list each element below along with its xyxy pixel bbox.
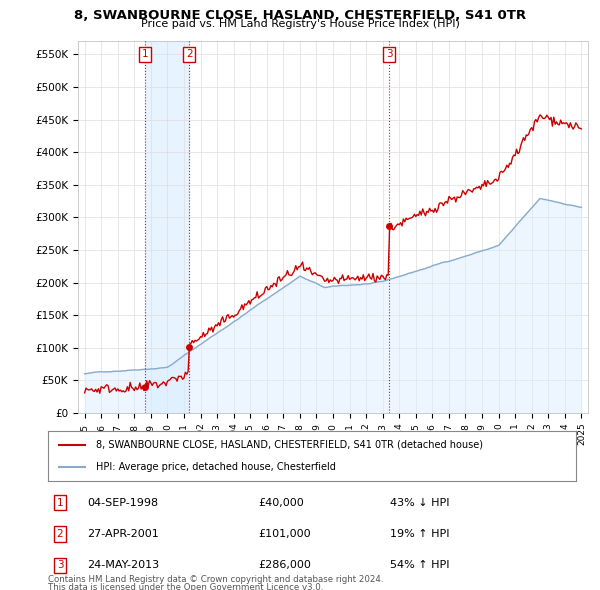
Text: 2: 2 [56,529,64,539]
Text: 04-SEP-1998: 04-SEP-1998 [87,498,158,507]
Text: £101,000: £101,000 [258,529,311,539]
Text: 8, SWANBOURNE CLOSE, HASLAND, CHESTERFIELD, S41 0TR: 8, SWANBOURNE CLOSE, HASLAND, CHESTERFIE… [74,9,526,22]
Text: HPI: Average price, detached house, Chesterfield: HPI: Average price, detached house, Ches… [95,462,335,472]
Bar [145,41,189,413]
Text: 24-MAY-2013: 24-MAY-2013 [87,560,159,570]
Text: 1: 1 [142,50,149,60]
Text: Contains HM Land Registry data © Crown copyright and database right 2024.: Contains HM Land Registry data © Crown c… [48,575,383,585]
Text: Price paid vs. HM Land Registry's House Price Index (HPI): Price paid vs. HM Land Registry's House … [140,19,460,30]
Text: 19% ↑ HPI: 19% ↑ HPI [390,529,449,539]
Text: 3: 3 [386,50,392,60]
Text: 8, SWANBOURNE CLOSE, HASLAND, CHESTERFIELD, S41 0TR (detached house): 8, SWANBOURNE CLOSE, HASLAND, CHESTERFIE… [95,440,482,450]
Text: 54% ↑ HPI: 54% ↑ HPI [390,560,449,570]
Text: 1: 1 [56,498,64,507]
Text: 43% ↓ HPI: 43% ↓ HPI [390,498,449,507]
Text: 3: 3 [56,560,64,570]
Text: This data is licensed under the Open Government Licence v3.0.: This data is licensed under the Open Gov… [48,582,323,590]
Text: 27-APR-2001: 27-APR-2001 [87,529,159,539]
Text: £286,000: £286,000 [258,560,311,570]
Text: £40,000: £40,000 [258,498,304,507]
Text: 2: 2 [186,50,193,60]
